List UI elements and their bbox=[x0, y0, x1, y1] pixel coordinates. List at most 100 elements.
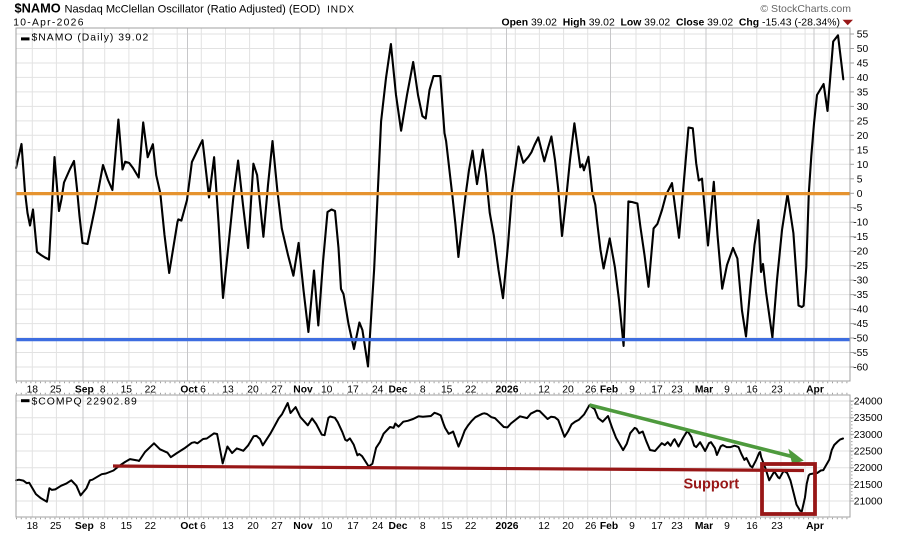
svg-text:21000: 21000 bbox=[854, 497, 883, 508]
svg-text:Feb: Feb bbox=[600, 384, 618, 395]
svg-text:30: 30 bbox=[857, 102, 869, 113]
svg-text:-15: -15 bbox=[853, 232, 868, 243]
svg-text:Support: Support bbox=[684, 477, 740, 493]
svg-text:6: 6 bbox=[200, 521, 206, 532]
svg-text:Sep: Sep bbox=[75, 384, 94, 395]
svg-text:16: 16 bbox=[746, 521, 758, 532]
svg-text:© StockCharts.com: © StockCharts.com bbox=[760, 3, 851, 15]
svg-text:9: 9 bbox=[629, 521, 635, 532]
svg-text:12: 12 bbox=[538, 384, 550, 395]
svg-text:Nov: Nov bbox=[293, 384, 313, 395]
svg-text:Open 39.02 High 39.02 Low 39: Open 39.02 High 39.02 Low 39.02 Close 39… bbox=[502, 18, 841, 29]
svg-text:Oct: Oct bbox=[180, 521, 198, 532]
svg-text:23000: 23000 bbox=[854, 430, 883, 441]
svg-text:-10: -10 bbox=[853, 218, 868, 229]
svg-text:22: 22 bbox=[145, 384, 157, 395]
svg-text:8: 8 bbox=[100, 384, 106, 395]
svg-text:22: 22 bbox=[465, 384, 477, 395]
svg-text:$NAMO: $NAMO bbox=[15, 1, 61, 16]
svg-text:20: 20 bbox=[857, 131, 869, 142]
svg-text:-20: -20 bbox=[853, 247, 868, 258]
svg-text:22000: 22000 bbox=[854, 463, 883, 474]
svg-text:17: 17 bbox=[347, 384, 359, 395]
svg-text:Nov: Nov bbox=[293, 521, 313, 532]
svg-text:55: 55 bbox=[857, 30, 869, 41]
svg-text:$COMPQ 22902.89: $COMPQ 22902.89 bbox=[32, 397, 138, 408]
svg-text:Mar: Mar bbox=[695, 521, 713, 532]
svg-text:26: 26 bbox=[585, 384, 597, 395]
svg-text:22: 22 bbox=[465, 521, 477, 532]
svg-text:15: 15 bbox=[441, 521, 453, 532]
svg-text:23: 23 bbox=[671, 521, 683, 532]
svg-text:26: 26 bbox=[585, 521, 597, 532]
svg-text:23500: 23500 bbox=[854, 413, 883, 424]
svg-text:$NAMO (Daily) 39.02: $NAMO (Daily) 39.02 bbox=[32, 32, 150, 43]
svg-text:10: 10 bbox=[321, 384, 333, 395]
svg-text:23: 23 bbox=[771, 384, 783, 395]
svg-text:15: 15 bbox=[857, 145, 869, 156]
svg-text:Dec: Dec bbox=[389, 384, 408, 395]
svg-text:5: 5 bbox=[857, 174, 863, 185]
svg-text:40: 40 bbox=[857, 73, 869, 84]
svg-text:8: 8 bbox=[420, 384, 426, 395]
svg-text:9: 9 bbox=[724, 384, 730, 395]
svg-text:INDX: INDX bbox=[327, 4, 355, 15]
svg-text:50: 50 bbox=[857, 44, 869, 55]
svg-text:8: 8 bbox=[420, 521, 426, 532]
svg-text:12: 12 bbox=[538, 521, 550, 532]
svg-text:6: 6 bbox=[200, 384, 206, 395]
svg-text:17: 17 bbox=[651, 384, 663, 395]
svg-text:25: 25 bbox=[50, 521, 62, 532]
svg-text:17: 17 bbox=[651, 521, 663, 532]
svg-text:24: 24 bbox=[372, 384, 384, 395]
svg-text:15: 15 bbox=[121, 521, 133, 532]
svg-text:27: 27 bbox=[271, 521, 283, 532]
svg-text:-50: -50 bbox=[853, 334, 868, 345]
svg-text:Apr: Apr bbox=[806, 521, 824, 532]
svg-text:-25: -25 bbox=[853, 261, 868, 272]
svg-text:24: 24 bbox=[372, 521, 384, 532]
svg-text:13: 13 bbox=[222, 384, 234, 395]
svg-text:Dec: Dec bbox=[389, 521, 408, 532]
svg-text:25: 25 bbox=[857, 116, 869, 127]
svg-text:-35: -35 bbox=[853, 290, 868, 301]
svg-text:22: 22 bbox=[145, 521, 157, 532]
svg-text:8: 8 bbox=[100, 521, 106, 532]
svg-text:-40: -40 bbox=[853, 305, 868, 316]
svg-text:35: 35 bbox=[857, 87, 869, 98]
svg-text:Oct: Oct bbox=[180, 384, 198, 395]
svg-text:45: 45 bbox=[857, 59, 869, 70]
svg-text:23: 23 bbox=[771, 521, 783, 532]
svg-text:-5: -5 bbox=[853, 203, 862, 214]
svg-text:2026: 2026 bbox=[496, 384, 519, 395]
svg-text:18: 18 bbox=[27, 521, 39, 532]
svg-text:20: 20 bbox=[562, 521, 574, 532]
svg-text:24000: 24000 bbox=[854, 397, 883, 408]
svg-text:Nasdaq McClellan Oscillator (R: Nasdaq McClellan Oscillator (Ratio Adjus… bbox=[65, 4, 321, 16]
svg-text:Feb: Feb bbox=[600, 521, 618, 532]
svg-text:25: 25 bbox=[50, 384, 62, 395]
svg-text:9: 9 bbox=[724, 521, 730, 532]
svg-text:2026: 2026 bbox=[496, 521, 519, 532]
svg-text:Apr: Apr bbox=[806, 384, 824, 395]
svg-text:15: 15 bbox=[441, 384, 453, 395]
svg-text:Mar: Mar bbox=[695, 384, 713, 395]
svg-text:0: 0 bbox=[857, 189, 863, 200]
svg-text:20: 20 bbox=[247, 384, 259, 395]
svg-text:23: 23 bbox=[671, 384, 683, 395]
svg-text:10: 10 bbox=[321, 521, 333, 532]
svg-text:20: 20 bbox=[562, 384, 574, 395]
svg-text:-60: -60 bbox=[853, 363, 868, 374]
svg-text:10: 10 bbox=[857, 160, 869, 171]
svg-text:10-Apr-2026: 10-Apr-2026 bbox=[13, 18, 85, 29]
svg-text:-55: -55 bbox=[853, 348, 868, 359]
svg-text:13: 13 bbox=[222, 521, 234, 532]
svg-text:17: 17 bbox=[347, 521, 359, 532]
svg-text:27: 27 bbox=[271, 384, 283, 395]
svg-text:21500: 21500 bbox=[854, 480, 883, 491]
svg-text:18: 18 bbox=[27, 384, 39, 395]
svg-text:20: 20 bbox=[247, 521, 259, 532]
svg-text:22500: 22500 bbox=[854, 447, 883, 458]
svg-text:9: 9 bbox=[629, 384, 635, 395]
svg-text:15: 15 bbox=[121, 384, 133, 395]
